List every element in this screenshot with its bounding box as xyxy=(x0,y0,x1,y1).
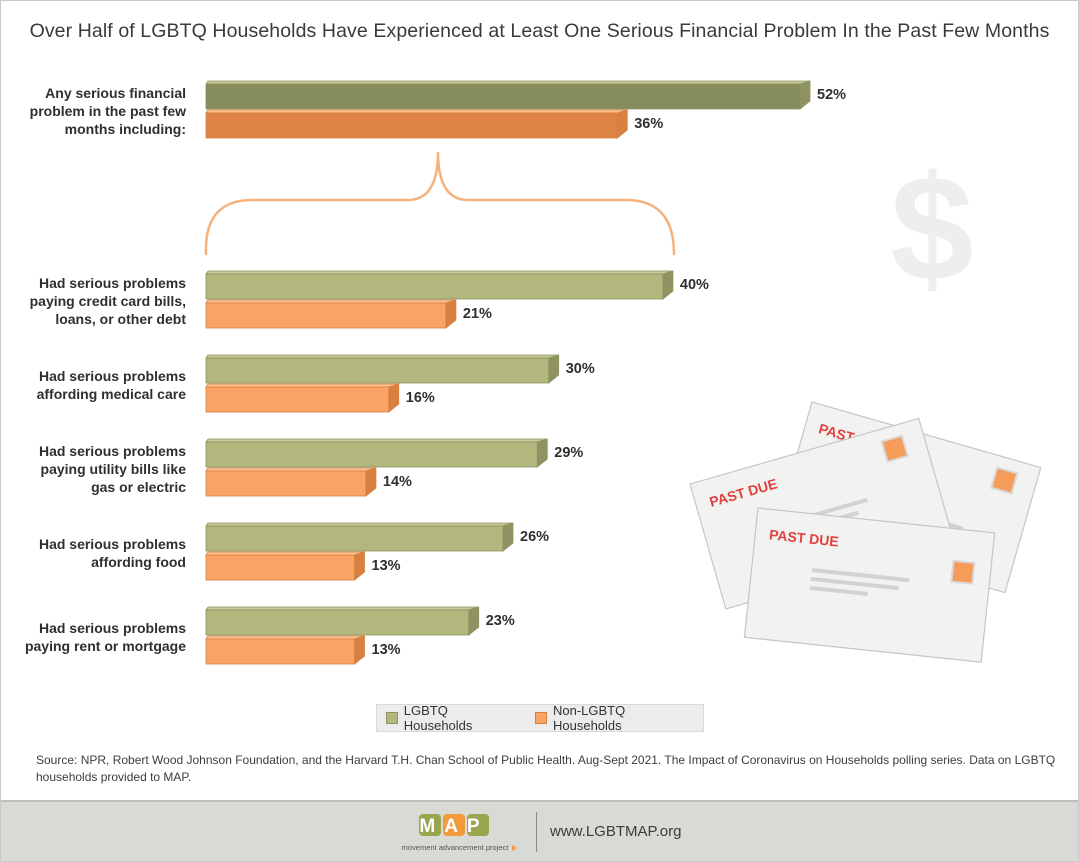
source-note: Source: NPR, Robert Wood Johnson Foundat… xyxy=(36,753,1056,784)
footer-divider xyxy=(536,812,537,852)
footer: MAP movement advancement project www.LGB… xyxy=(1,800,1078,861)
bar-non-lgbtq xyxy=(205,299,457,329)
category-label: Any serious financial problem in the past… xyxy=(30,85,186,137)
value-label-non-lgbtq: 13% xyxy=(372,642,401,658)
value-label-non-lgbtq: 36% xyxy=(634,116,663,132)
stamp-icon xyxy=(990,466,1019,495)
bar-lgbtq xyxy=(205,522,514,552)
svg-text:MAP: MAP xyxy=(419,816,488,837)
value-label-non-lgbtq: 13% xyxy=(372,558,401,574)
value-label-non-lgbtq: 21% xyxy=(463,306,492,322)
bar-lgbtq xyxy=(205,270,674,300)
chart-title: Over Half of LGBTQ Households Have Exper… xyxy=(29,20,1050,42)
chart-legend: LGBTQ Households Non-LGBTQ Households xyxy=(376,703,704,733)
map-logo: MAP movement advancement project xyxy=(402,814,517,852)
stamp-icon xyxy=(880,434,909,463)
legend-swatch-lgbtq xyxy=(386,712,398,724)
category-label: Had serious problems paying credit card b… xyxy=(30,275,187,327)
bar-chart: $ PAST DUE PAST DUE PAST DUE Any serio xyxy=(25,80,1042,665)
bar-non-lgbtq xyxy=(205,109,628,139)
grouping-brace xyxy=(204,151,676,256)
value-label-lgbtq: 26% xyxy=(520,529,549,545)
bar-non-lgbtq xyxy=(205,383,400,413)
value-label-lgbtq: 29% xyxy=(554,445,583,461)
bar-lgbtq xyxy=(205,438,548,468)
value-label-non-lgbtq: 14% xyxy=(383,474,412,490)
category-label: Had serious problems affording medical ca… xyxy=(37,368,187,402)
value-label-lgbtq: 23% xyxy=(486,613,515,629)
stamp-icon xyxy=(950,559,976,585)
category-label: Had serious problems affording food xyxy=(39,536,186,570)
bar-lgbtq xyxy=(205,354,560,384)
value-label-lgbtq: 40% xyxy=(680,277,709,293)
bar-lgbtq xyxy=(205,80,811,110)
bar-non-lgbtq xyxy=(205,635,365,665)
legend-label-lgbtq: LGBTQ Households xyxy=(403,703,473,733)
value-label-lgbtq: 30% xyxy=(566,361,595,377)
past-due-envelopes-illustration: PAST DUE PAST DUE PAST DUE xyxy=(689,401,1042,663)
labels-layer: Any serious financial problem in the past… xyxy=(25,85,846,658)
category-label: Had serious problems paying utility bills… xyxy=(39,443,186,495)
envelope-front-stamp-text: PAST DUE xyxy=(768,526,839,549)
dollar-icon: $ xyxy=(890,144,973,312)
website-link[interactable]: www.LGBTMAP.org xyxy=(550,823,682,840)
bar-non-lgbtq xyxy=(205,467,377,497)
envelope-front: PAST DUE xyxy=(743,507,996,663)
category-label: Had serious problems paying rent or mortg… xyxy=(25,620,186,654)
legend-item-lgbtq: LGBTQ Households xyxy=(386,703,517,733)
value-label-lgbtq: 52% xyxy=(817,87,846,103)
legend-label-non-lgbtq: Non-LGBTQ Households xyxy=(552,703,626,733)
bar-non-lgbtq xyxy=(205,551,365,581)
legend-item-non-lgbtq: Non-LGBTQ Households xyxy=(535,703,694,733)
bars-layer xyxy=(205,80,811,665)
bar-lgbtq xyxy=(205,606,480,636)
svg-text:movement advancement project: movement advancement project xyxy=(402,843,510,852)
legend-swatch-non-lgbtq xyxy=(535,712,547,724)
value-label-non-lgbtq: 16% xyxy=(406,390,435,406)
